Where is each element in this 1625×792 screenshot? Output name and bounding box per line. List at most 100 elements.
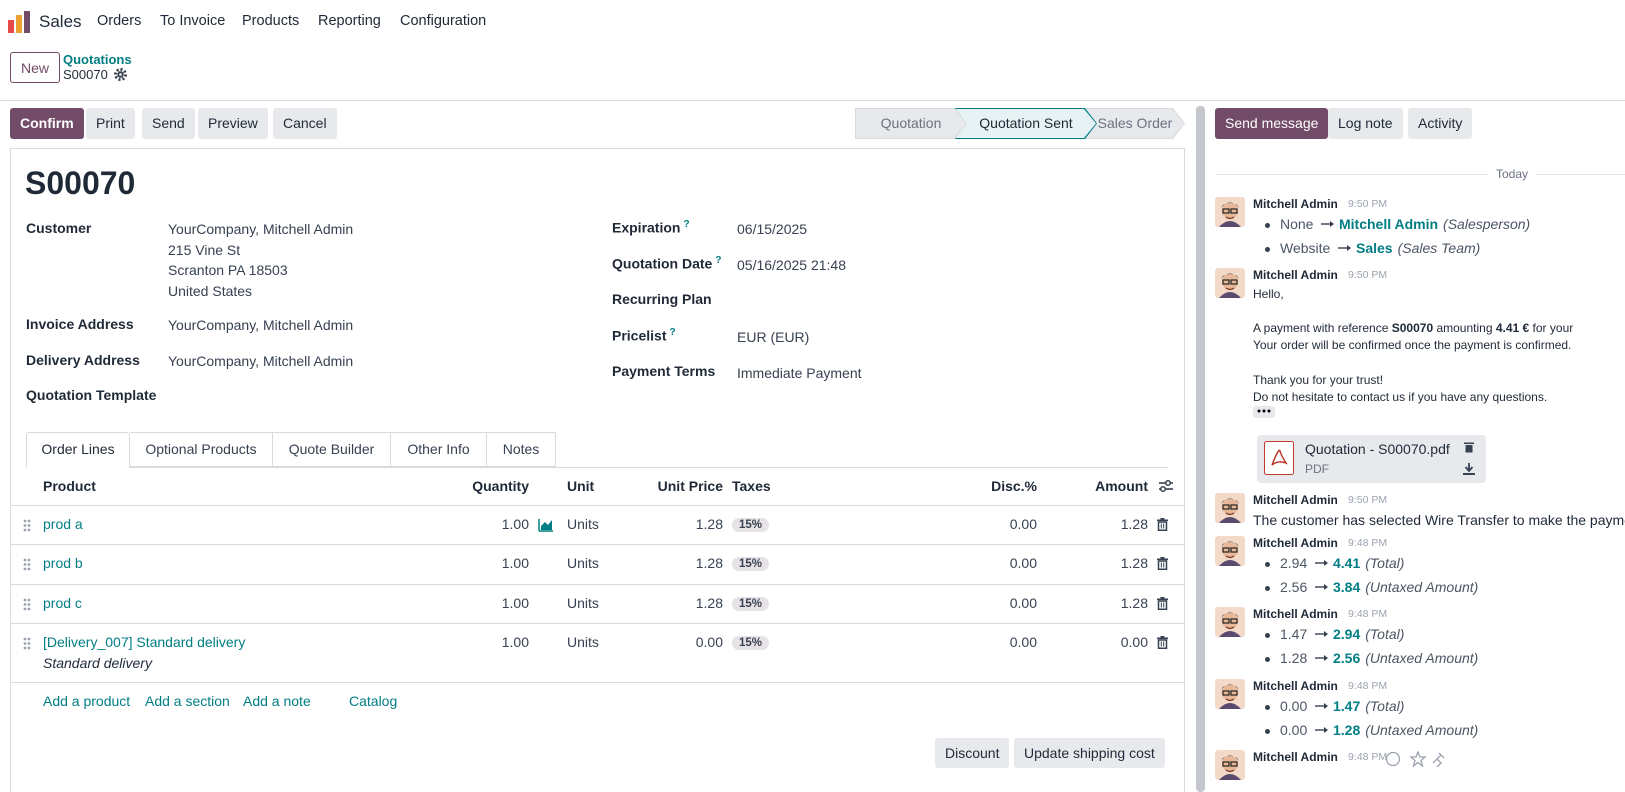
new-button[interactable]: New	[10, 52, 61, 83]
breadcrumb[interactable]: Quotations	[63, 52, 132, 67]
footer-button[interactable]: Update shipping cost	[1014, 738, 1165, 768]
arrow-icon	[1321, 221, 1334, 227]
date-separator: Today	[1488, 167, 1537, 181]
cell: Units	[567, 634, 599, 650]
attachment[interactable]: Quotation - S00070.pdf PDF	[1257, 435, 1486, 483]
add-link[interactable]: Add a product	[43, 693, 131, 709]
menu-item[interactable]: Products	[242, 13, 300, 29]
column-header: Disc.%	[991, 478, 1037, 494]
arrow-icon	[1338, 245, 1351, 251]
cell: 0.00	[1009, 516, 1037, 532]
status-step[interactable]: Quotation Sent	[945, 108, 1097, 139]
arrow-icon	[1315, 584, 1328, 590]
message-author: Mitchell Admin	[1253, 679, 1338, 693]
column-header: Amount	[1095, 478, 1148, 494]
arrow-icon	[1315, 560, 1328, 566]
tracking-old: None	[1280, 216, 1314, 232]
label-text: Payment Terms	[612, 363, 716, 379]
drag-handle	[23, 598, 31, 611]
status-step[interactable]: Quotation	[855, 108, 967, 139]
add-link[interactable]: Catalog	[349, 693, 398, 709]
field-label: Recurring Plan	[612, 291, 712, 307]
cell[interactable]: prod b	[43, 555, 83, 571]
tab[interactable]: Notes	[487, 432, 556, 467]
add-link[interactable]: Add a section	[145, 693, 230, 709]
field-value: YourCompany, Mitchell Admin	[168, 317, 354, 333]
action-button[interactable]: Cancel	[273, 108, 337, 139]
tab[interactable]: Order Lines	[26, 432, 130, 468]
text-run: A payment with reference	[1253, 321, 1392, 335]
tax-badge: 15%	[732, 636, 770, 650]
delete-icon	[1157, 557, 1168, 570]
action-button[interactable]: Preview	[198, 108, 268, 139]
field-value: Immediate Payment	[737, 365, 862, 381]
tab[interactable]: Quote Builder	[273, 432, 391, 467]
cell: 1.28	[1120, 595, 1148, 611]
bullet	[1265, 223, 1270, 228]
text-run: amounting	[1433, 321, 1496, 335]
help-icon[interactable]: ?	[715, 255, 722, 266]
menu-item[interactable]: Reporting	[318, 13, 381, 29]
tracking-old: 0.00	[1280, 722, 1308, 738]
field-label: Expiration?	[612, 219, 690, 236]
bullet	[1265, 705, 1270, 710]
cell[interactable]: [Delivery_007] Standard delivery	[43, 634, 246, 650]
help-icon[interactable]: ?	[683, 219, 690, 230]
cell: 0.00	[1009, 595, 1037, 611]
bullet	[1265, 562, 1270, 567]
form-sheet	[10, 148, 1185, 792]
chatter-button[interactable]: Send message	[1215, 108, 1329, 139]
message-author: Mitchell Admin	[1253, 268, 1338, 282]
action-button[interactable]: Send	[142, 108, 195, 139]
row-line	[11, 544, 1184, 545]
menu-item[interactable]: Configuration	[400, 13, 487, 29]
tab[interactable]: Optional Products	[130, 432, 273, 467]
tabs-line	[26, 467, 1168, 468]
avatar	[1215, 750, 1245, 780]
bullet	[1265, 586, 1270, 591]
tracking-old: Website	[1280, 240, 1331, 256]
text-run: 4.41 €	[1495, 321, 1530, 335]
action-button[interactable]: Print	[86, 108, 135, 139]
cell[interactable]: prod a	[43, 516, 83, 532]
tracking-old: 1.28	[1280, 650, 1308, 666]
tracking-field: (Untaxed Amount)	[1365, 722, 1479, 738]
expand-button[interactable]	[1253, 406, 1275, 418]
footer-button[interactable]: Discount	[935, 738, 1010, 768]
cell: 1.28	[695, 595, 723, 611]
dots	[1257, 409, 1271, 413]
tracking-new: 1.28	[1333, 722, 1361, 738]
app-name[interactable]: Sales	[39, 12, 82, 31]
help-icon[interactable]: ?	[669, 327, 676, 338]
cell: 0.00	[695, 634, 723, 650]
message-paragraph: Hello,	[1253, 287, 1284, 301]
cell[interactable]: prod c	[43, 595, 82, 611]
tracking-rest: 2.94 (Total)	[1315, 626, 1404, 642]
field-value: YourCompany, Mitchell Admin	[168, 221, 354, 237]
cell: 1.28	[1120, 516, 1148, 532]
label-text: Expiration	[612, 219, 681, 236]
tracking-rest: 2.56 (Untaxed Amount)	[1315, 650, 1478, 666]
app-icon	[8, 11, 30, 33]
tracking-new: 2.56	[1333, 650, 1361, 666]
drag-handle	[23, 519, 31, 532]
add-link[interactable]: Add a note	[243, 693, 311, 709]
chatter-button[interactable]: Activity	[1408, 108, 1473, 139]
menu-item[interactable]: Orders	[97, 13, 142, 29]
row-line	[11, 505, 1184, 506]
field-value: 05/16/2025 21:48	[737, 257, 846, 273]
tracking-old: 1.47	[1280, 626, 1308, 642]
tax-badge: 15%	[732, 518, 770, 532]
line-note: Standard delivery	[43, 655, 152, 671]
text-run: Thank you for your trust!	[1253, 373, 1384, 387]
action-button[interactable]: Confirm	[10, 108, 84, 139]
delete-icon	[1464, 442, 1474, 453]
delete-icon	[1157, 518, 1168, 531]
status-step[interactable]: Sales Order	[1075, 108, 1185, 139]
tab[interactable]: Other Info	[391, 432, 487, 467]
avatar	[1215, 679, 1245, 709]
menu-item[interactable]: To Invoice	[160, 13, 226, 29]
chatter-button[interactable]: Log note	[1328, 108, 1403, 139]
tracking-field: (Untaxed Amount)	[1365, 579, 1479, 595]
attachment-name: Quotation - S00070.pdf	[1305, 441, 1450, 457]
